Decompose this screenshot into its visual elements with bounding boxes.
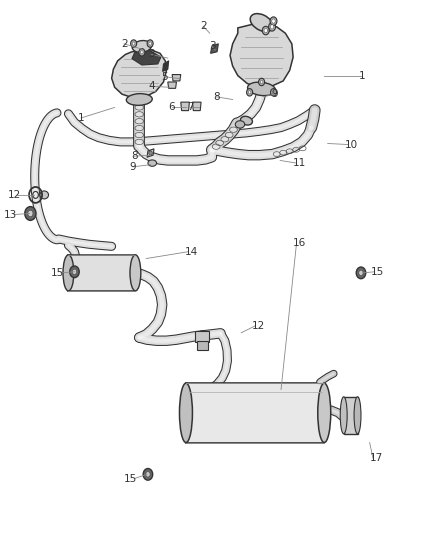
- Text: 13: 13: [4, 209, 18, 220]
- Circle shape: [258, 78, 265, 86]
- Polygon shape: [192, 102, 201, 111]
- Ellipse shape: [240, 116, 252, 125]
- Circle shape: [272, 19, 275, 23]
- Ellipse shape: [356, 267, 366, 279]
- Text: 4: 4: [148, 81, 155, 91]
- Circle shape: [131, 40, 137, 47]
- Text: 17: 17: [370, 454, 383, 463]
- Circle shape: [270, 25, 274, 29]
- Bar: [195, 331, 209, 342]
- Ellipse shape: [130, 255, 141, 291]
- Circle shape: [264, 28, 268, 33]
- Text: 8: 8: [213, 92, 220, 102]
- Circle shape: [247, 88, 253, 96]
- Text: 6: 6: [169, 102, 175, 112]
- Text: 14: 14: [185, 247, 198, 257]
- Circle shape: [149, 42, 152, 45]
- Ellipse shape: [354, 397, 361, 434]
- Circle shape: [262, 26, 269, 35]
- Polygon shape: [68, 255, 135, 291]
- Ellipse shape: [359, 270, 363, 276]
- Text: 3: 3: [209, 42, 215, 52]
- Text: 15: 15: [51, 268, 64, 278]
- Text: 15: 15: [124, 474, 138, 483]
- Circle shape: [141, 51, 143, 54]
- Text: 3: 3: [148, 50, 155, 59]
- Polygon shape: [112, 49, 166, 98]
- Circle shape: [268, 22, 276, 31]
- Polygon shape: [147, 149, 154, 157]
- Text: 9: 9: [272, 89, 278, 99]
- Text: 9: 9: [130, 162, 136, 172]
- Ellipse shape: [247, 82, 276, 95]
- Polygon shape: [168, 82, 177, 88]
- Ellipse shape: [250, 14, 273, 31]
- Polygon shape: [211, 44, 219, 53]
- Text: 7: 7: [187, 102, 194, 112]
- Text: 12: 12: [252, 321, 265, 331]
- Text: 2: 2: [200, 21, 207, 31]
- Circle shape: [149, 151, 152, 155]
- Bar: [197, 341, 208, 350]
- Ellipse shape: [340, 397, 347, 434]
- Ellipse shape: [146, 472, 150, 477]
- Polygon shape: [132, 50, 161, 65]
- Circle shape: [147, 40, 153, 47]
- Polygon shape: [186, 383, 324, 442]
- Ellipse shape: [180, 383, 192, 442]
- Polygon shape: [172, 75, 181, 81]
- Ellipse shape: [25, 207, 36, 220]
- Ellipse shape: [318, 383, 331, 442]
- Ellipse shape: [132, 41, 152, 52]
- Ellipse shape: [143, 469, 153, 480]
- Ellipse shape: [70, 266, 79, 278]
- Text: 1: 1: [359, 70, 365, 80]
- Ellipse shape: [40, 191, 49, 199]
- Text: 10: 10: [345, 140, 358, 150]
- Circle shape: [260, 80, 263, 84]
- Polygon shape: [181, 102, 189, 111]
- Ellipse shape: [235, 120, 245, 128]
- Polygon shape: [344, 397, 357, 434]
- Ellipse shape: [72, 269, 77, 274]
- Text: 12: 12: [7, 190, 21, 200]
- Text: 8: 8: [131, 151, 138, 161]
- Ellipse shape: [148, 160, 156, 166]
- Text: 2: 2: [121, 39, 127, 49]
- Ellipse shape: [28, 211, 33, 216]
- Circle shape: [271, 88, 276, 96]
- Text: 15: 15: [371, 267, 384, 277]
- Circle shape: [139, 49, 145, 56]
- Polygon shape: [162, 61, 169, 71]
- Circle shape: [248, 91, 251, 94]
- Ellipse shape: [126, 94, 152, 106]
- Circle shape: [132, 42, 135, 45]
- Circle shape: [270, 17, 277, 26]
- Circle shape: [272, 91, 275, 94]
- Text: 5: 5: [161, 71, 168, 82]
- Ellipse shape: [63, 255, 74, 291]
- Polygon shape: [230, 23, 293, 87]
- Text: 16: 16: [293, 238, 307, 248]
- Text: 11: 11: [293, 158, 307, 168]
- Text: 1: 1: [78, 113, 85, 123]
